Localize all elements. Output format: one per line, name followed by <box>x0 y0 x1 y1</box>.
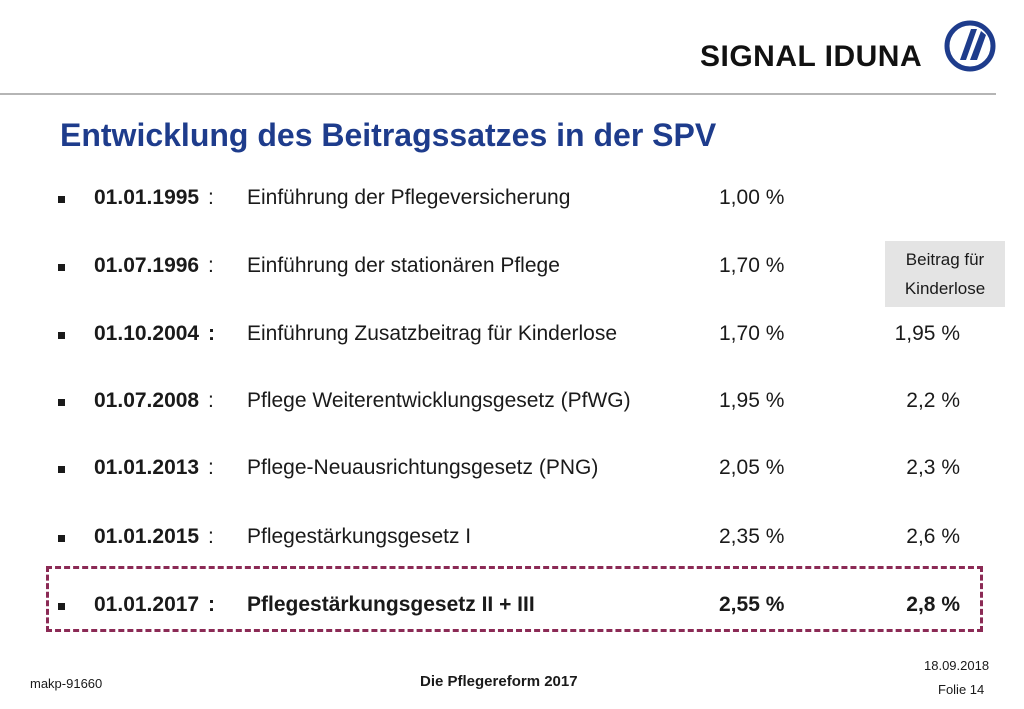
row-rate-kinderlose: 2,8 % <box>906 593 960 616</box>
row-colon: : <box>208 593 215 616</box>
bullet-icon <box>58 603 65 610</box>
row-colon: : <box>208 525 214 548</box>
bullet-icon <box>58 466 65 473</box>
bullet-icon <box>58 535 65 542</box>
row-colon: : <box>208 389 214 412</box>
row-date: 01.01.2017 <box>94 593 200 616</box>
list-item: 01.10.2004 : Einführung Zusatzbeitrag fü… <box>0 322 1024 354</box>
row-description: Pflege-Neuausrichtungsgesetz (PNG) <box>247 456 599 479</box>
row-rate: 2,55 % <box>719 593 785 616</box>
row-rate: 1,95 % <box>719 389 785 412</box>
row-rate-kinderlose: 2,3 % <box>906 456 960 479</box>
bullet-icon <box>58 264 65 271</box>
row-rate-kinderlose: 2,2 % <box>906 389 960 412</box>
row-description: Pflege Weiterentwicklungsgesetz (PfWG) <box>247 389 631 412</box>
header-divider <box>0 93 996 95</box>
row-rate: 1,00 % <box>719 186 785 209</box>
row-colon: : <box>208 322 215 345</box>
row-date: 01.07.2008 <box>94 389 200 412</box>
footer-slide-number: Folie 14 <box>938 682 985 697</box>
row-rate-kinderlose: 2,6 % <box>906 525 960 548</box>
row-description: Einführung Zusatzbeitrag für Kinderlose <box>247 322 618 345</box>
row-colon: : <box>208 186 214 209</box>
list-item: 01.07.1996 : Einführung der stationären … <box>0 254 1024 286</box>
row-date: 01.07.1996 <box>94 254 200 277</box>
footer-date: 18.09.2018 <box>924 658 990 673</box>
row-date: 01.01.2015 <box>94 525 200 548</box>
row-colon: : <box>208 254 214 277</box>
kinderlose-header-line2: Kinderlose <box>904 279 986 298</box>
row-rate: 1,70 % <box>719 322 785 345</box>
row-description: Pflegestärkungsgesetz I <box>247 525 472 548</box>
row-description: Einführung der Pflegeversicherung <box>247 186 571 209</box>
bullet-icon <box>58 399 65 406</box>
row-rate: 2,35 % <box>719 525 785 548</box>
list-item-highlighted: 01.01.2017 : Pflegestärkungsgesetz II + … <box>0 593 1024 625</box>
list-item: 01.01.1995 : Einführung der Pflegeversic… <box>0 186 1024 218</box>
highlight-frame <box>46 566 983 632</box>
row-rate-kinderlose: 1,95 % <box>894 322 960 345</box>
bullet-icon <box>58 196 65 203</box>
row-rate: 1,70 % <box>719 254 785 277</box>
page-title: Entwicklung des Beitragssatzes in der SP… <box>60 117 717 153</box>
list-item: 01.01.2015 : Pflegestärkungsgesetz I 2,3… <box>0 525 1024 557</box>
row-description: Einführung der stationären Pflege <box>247 254 560 277</box>
kinderlose-header-line1: Beitrag für <box>905 250 985 269</box>
row-date: 01.01.1995 <box>94 186 200 209</box>
row-date: 01.01.2013 <box>94 456 200 479</box>
list-item: 01.01.2013 : Pflege-Neuausrichtungsgeset… <box>0 456 1024 488</box>
row-rate: 2,05 % <box>719 456 785 479</box>
brand-name: SIGNAL IDUNA <box>700 40 923 73</box>
kinderlose-column-header: Beitrag für Kinderlose <box>885 241 1005 307</box>
row-colon: : <box>208 456 214 479</box>
footer-presentation-title: Die Pflegereform 2017 <box>420 673 578 690</box>
row-date: 01.10.2004 <box>94 322 200 345</box>
list-item: 01.07.2008 : Pflege Weiterentwicklungsge… <box>0 389 1024 421</box>
row-description: Pflegestärkungsgesetz II + III <box>247 593 535 616</box>
footer-doc-id: makp-91660 <box>30 676 103 691</box>
bullet-icon <box>58 332 65 339</box>
signal-iduna-logo-icon <box>944 20 996 72</box>
